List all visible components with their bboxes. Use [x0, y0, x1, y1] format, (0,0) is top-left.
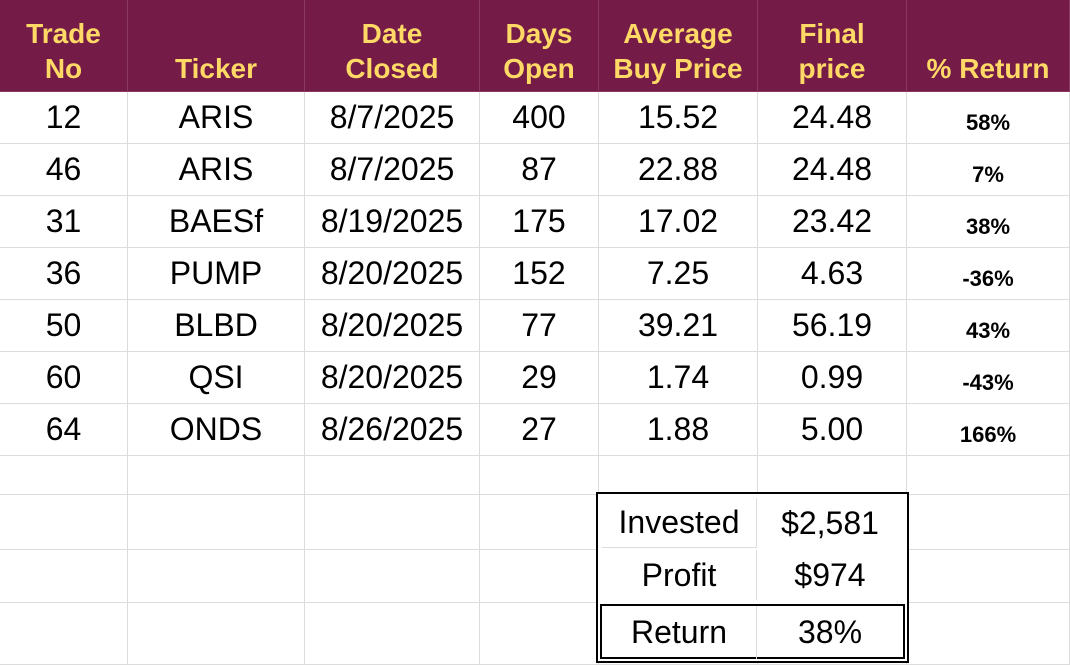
table-cell: 166% — [907, 404, 1070, 456]
empty-cell — [907, 550, 1070, 603]
column-header: % Return — [907, 0, 1070, 92]
table-cell: 56.19 — [758, 300, 907, 352]
summary-value: 38% — [797, 614, 863, 650]
table-cell: ONDS — [128, 404, 305, 456]
empty-cell — [907, 456, 1070, 495]
table-cell: 1.74 — [599, 352, 758, 404]
empty-cell — [599, 456, 758, 495]
table-cell: 27 — [480, 404, 599, 456]
table-cell: 31 — [0, 196, 128, 248]
table-cell: 8/26/2025 — [305, 404, 480, 456]
table-cell: 50 — [0, 300, 128, 352]
empty-cell — [128, 550, 305, 603]
table-cell: 38% — [907, 196, 1070, 248]
table-cell: 24.48 — [758, 144, 907, 196]
table-cell: 17.02 — [599, 196, 758, 248]
table-cell: ARIS — [128, 144, 305, 196]
table-cell: 4.63 — [758, 248, 907, 300]
table-cell: 12 — [0, 92, 128, 144]
table-cell: 8/20/2025 — [305, 300, 480, 352]
table-cell: 175 — [480, 196, 599, 248]
table-cell: 5.00 — [758, 404, 907, 456]
table-cell: 29 — [480, 352, 599, 404]
column-header: Trade No — [0, 0, 128, 92]
table-cell: 7.25 — [599, 248, 758, 300]
summary-label: Invested — [602, 498, 757, 548]
empty-cell — [0, 495, 128, 550]
table-cell: 0.99 — [758, 352, 907, 404]
table-cell: -43% — [907, 352, 1070, 404]
empty-cell — [907, 495, 1070, 550]
table-cell: -36% — [907, 248, 1070, 300]
summary-label: Profit — [602, 550, 757, 600]
empty-cell — [0, 456, 128, 495]
table-cell: 60 — [0, 352, 128, 404]
empty-cell — [305, 550, 480, 603]
table-cell: 77 — [480, 300, 599, 352]
column-header: Average Buy Price — [599, 0, 758, 92]
table-cell: 152 — [480, 248, 599, 300]
empty-cell — [128, 495, 305, 550]
empty-cell — [305, 603, 480, 665]
table-cell: 58% — [907, 92, 1070, 144]
empty-cell — [0, 603, 128, 665]
column-header: Final price — [758, 0, 907, 92]
table-cell: 24.48 — [758, 92, 907, 144]
table-cell: 7% — [907, 144, 1070, 196]
table-cell: 22.88 — [599, 144, 758, 196]
table-cell: 8/20/2025 — [305, 248, 480, 300]
summary-value: $2,581 — [781, 504, 879, 541]
table-cell: 64 — [0, 404, 128, 456]
empty-cell — [305, 456, 480, 495]
empty-cell — [480, 456, 599, 495]
table-cell: 8/20/2025 — [305, 352, 480, 404]
empty-cell — [480, 495, 599, 550]
empty-cell — [480, 550, 599, 603]
summary-value: $974 — [794, 556, 866, 593]
table-cell: 1.88 — [599, 404, 758, 456]
table-cell: BLBD — [128, 300, 305, 352]
table-cell: BAESf — [128, 196, 305, 248]
table-cell: 36 — [0, 248, 128, 300]
empty-cell — [480, 603, 599, 665]
table-cell: 39.21 — [599, 300, 758, 352]
column-header: Ticker — [128, 0, 305, 92]
table-cell: 8/7/2025 — [305, 92, 480, 144]
empty-cell — [305, 495, 480, 550]
table-cell: 43% — [907, 300, 1070, 352]
table-cell: 23.42 — [758, 196, 907, 248]
table-cell: QSI — [128, 352, 305, 404]
table-cell: 46 — [0, 144, 128, 196]
table-cell: 8/19/2025 — [305, 196, 480, 248]
empty-cell — [907, 603, 1070, 665]
table-cell: 8/7/2025 — [305, 144, 480, 196]
table-cell: 400 — [480, 92, 599, 144]
column-header: Date Closed — [305, 0, 480, 92]
table-cell: PUMP — [128, 248, 305, 300]
column-header: Days Open — [480, 0, 599, 92]
empty-cell — [128, 456, 305, 495]
summary-label: Return — [602, 606, 757, 659]
empty-cell — [128, 603, 305, 665]
table-cell: 87 — [480, 144, 599, 196]
summary-box: Invested $2,581 Profit $974 Return 38% — [596, 492, 909, 663]
table-cell: 15.52 — [599, 92, 758, 144]
empty-cell — [0, 550, 128, 603]
empty-cell — [758, 456, 907, 495]
double-border — [600, 604, 905, 659]
table-cell: ARIS — [128, 92, 305, 144]
